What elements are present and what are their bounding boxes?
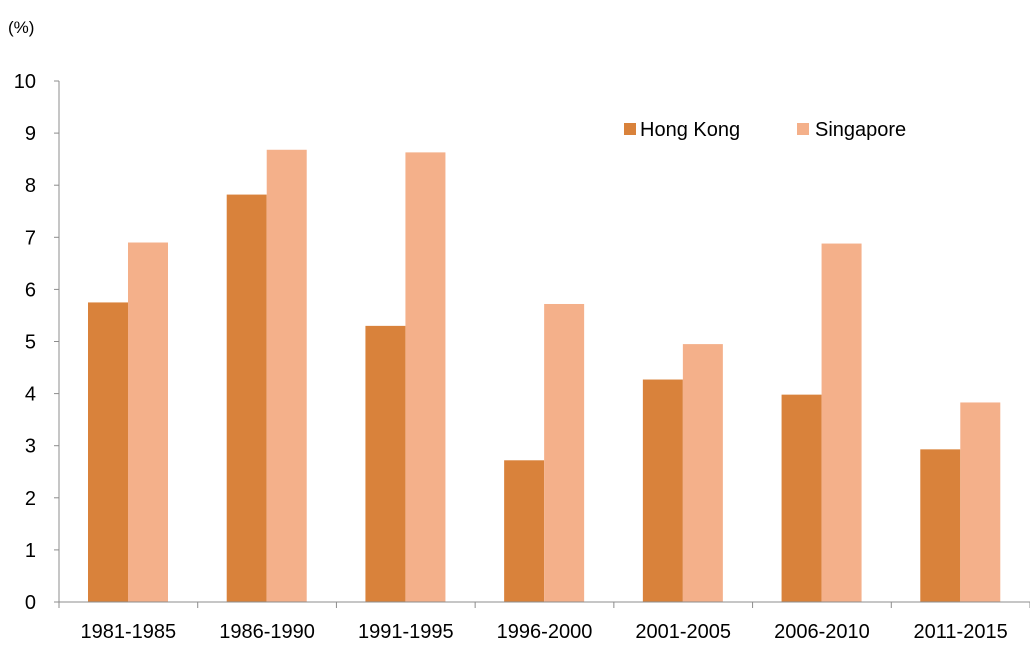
plot-area: 0 1 2 3 4 5 6 7 8 9 10 1981-1985 1986-1990 1991-1995 1… [14, 71, 1030, 643]
x-tick-label: 1991-1995 [358, 621, 454, 643]
bar [544, 303, 585, 602]
bar [405, 152, 446, 602]
y-tick-label: 10 [14, 71, 36, 93]
bar [960, 402, 1001, 602]
bar [504, 460, 545, 602]
legend-swatch-hong-kong [624, 123, 636, 135]
y-tick-label: 5 [25, 332, 36, 354]
bar [266, 149, 307, 602]
bar [88, 302, 128, 602]
x-tick-label: 1981-1985 [81, 621, 177, 643]
x-tick-label: 1996-2000 [497, 621, 593, 643]
y-axis-unit-label: (%) [8, 18, 34, 37]
y-tick-label: 8 [25, 175, 36, 197]
bar [920, 449, 961, 602]
bar [682, 344, 723, 602]
legend-label-singapore: Singapore [815, 119, 906, 141]
y-tick-label: 9 [25, 123, 36, 145]
y-tick-label: 7 [25, 227, 36, 249]
y-tick-label: 6 [25, 279, 36, 301]
bar [781, 394, 822, 602]
legend: Hong Kong Singapore [624, 119, 906, 141]
bar [365, 325, 406, 602]
bar [226, 194, 267, 602]
legend-label-hong-kong: Hong Kong [640, 119, 740, 141]
x-tick-label: 1986-1990 [219, 621, 315, 643]
x-tick-label: 2001-2005 [635, 621, 731, 643]
y-tick-label: 3 [25, 436, 36, 458]
x-tick-label: 2011-2015 [914, 621, 1008, 643]
series-singapore [128, 149, 1001, 603]
x-tick-label: 2006-2010 [774, 621, 870, 643]
y-tick-label: 1 [25, 540, 36, 562]
y-tick-label: 4 [25, 384, 36, 406]
series-hong-kong [88, 194, 961, 602]
bar [821, 243, 862, 603]
y-tick-label: 2 [25, 488, 36, 510]
y-tick-label: 0 [25, 592, 36, 614]
bar [642, 379, 683, 602]
bar [128, 242, 168, 602]
legend-swatch-singapore [797, 123, 809, 135]
